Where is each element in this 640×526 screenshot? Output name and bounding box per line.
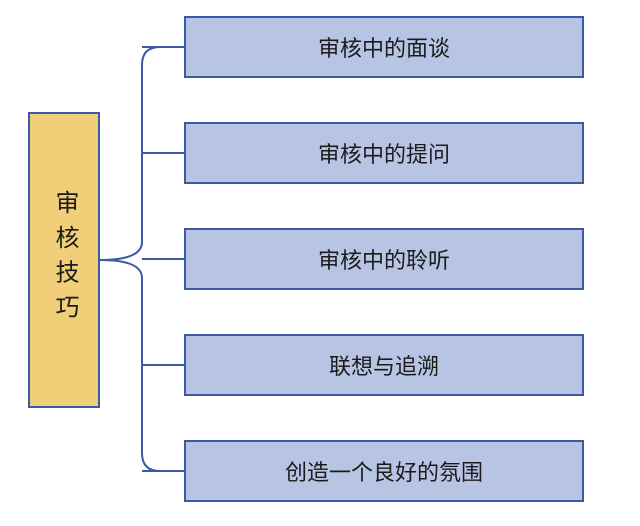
child-node: 联想与追溯 bbox=[184, 334, 584, 396]
child-node: 审核中的提问 bbox=[184, 122, 584, 184]
child-node: 审核中的面谈 bbox=[184, 16, 584, 78]
child-label: 审核中的面谈 bbox=[318, 31, 450, 63]
child-node: 审核中的聆听 bbox=[184, 228, 584, 290]
child-label: 审核中的提问 bbox=[318, 137, 450, 169]
child-node: 创造一个良好的氛围 bbox=[184, 440, 584, 502]
diagram-canvas: 审核技巧 审核中的面谈审核中的提问审核中的聆听联想与追溯创造一个良好的氛围 bbox=[0, 0, 640, 526]
child-label: 审核中的聆听 bbox=[318, 243, 450, 275]
root-node: 审核技巧 bbox=[28, 112, 100, 408]
child-label: 联想与追溯 bbox=[329, 349, 439, 381]
child-label: 创造一个良好的氛围 bbox=[285, 455, 483, 487]
root-label: 审核技巧 bbox=[49, 190, 79, 329]
